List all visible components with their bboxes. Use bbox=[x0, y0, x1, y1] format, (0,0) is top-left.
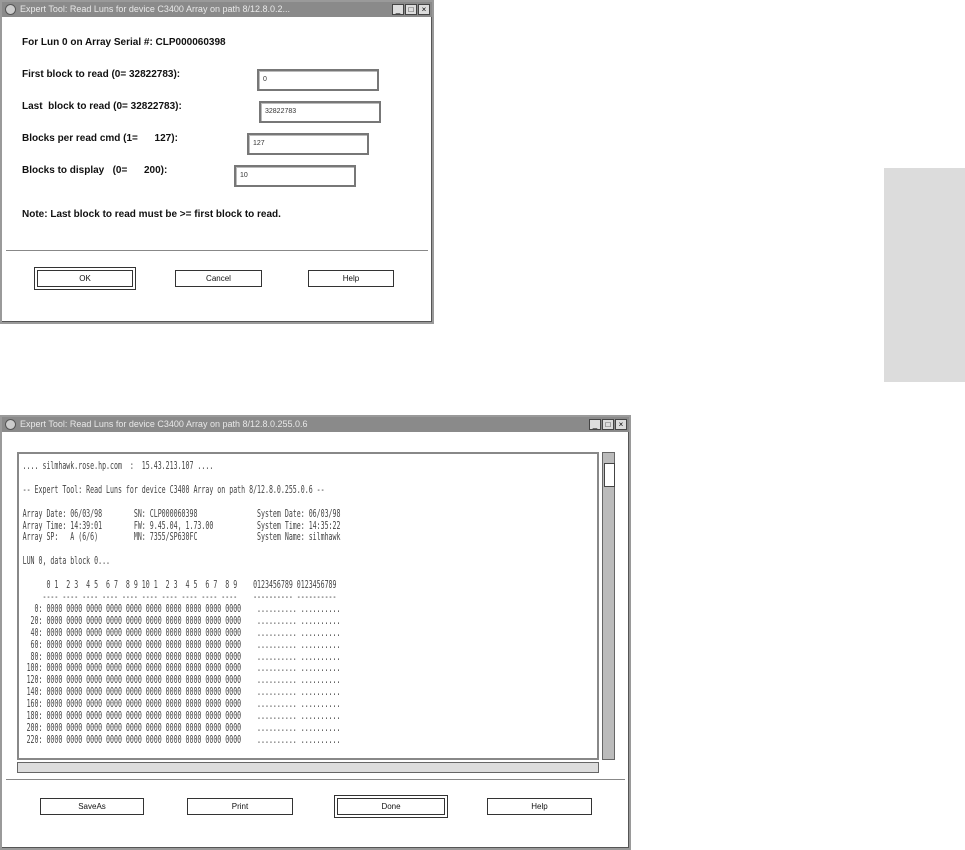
vertical-scrollbar[interactable] bbox=[602, 452, 615, 760]
output-line: 220: 0000 0000 0000 0000 0000 0000 0000 … bbox=[22, 732, 341, 746]
title-bar: Expert Tool: Read Luns for device C3400 … bbox=[2, 2, 432, 17]
app-icon bbox=[5, 419, 16, 430]
close-button[interactable]: × bbox=[615, 419, 627, 430]
maximize-button[interactable]: □ bbox=[602, 419, 614, 430]
title-bar: Expert Tool: Read Luns for device C3400 … bbox=[2, 417, 629, 432]
help-button[interactable]: Help bbox=[308, 270, 394, 287]
last-block-label: Last block to read (0= 32822783): bbox=[22, 101, 182, 112]
output-line bbox=[23, 496, 363, 508]
print-button[interactable]: Print bbox=[187, 798, 293, 815]
output-line: 160: 0000 0000 0000 0000 0000 0000 0000 … bbox=[22, 697, 341, 711]
output-text: .... silmhawk.rose.hp.com : 15.43.213.10… bbox=[19, 454, 366, 752]
output-line: 0 1 2 3 4 5 6 7 8 9 10 1 2 3 4 5 6 7 8 9… bbox=[22, 578, 337, 592]
output-line: 200: 0000 0000 0000 0000 0000 0000 0000 … bbox=[22, 720, 341, 734]
help-button[interactable]: Help bbox=[487, 798, 592, 815]
cancel-button[interactable]: Cancel bbox=[175, 270, 262, 287]
first-block-label: First block to read (0= 32822783): bbox=[22, 69, 181, 80]
output-line: 40: 0000 0000 0000 0000 0000 0000 0000 0… bbox=[22, 625, 341, 639]
output-line: .... silmhawk.rose.hp.com : 15.43.213.10… bbox=[22, 459, 214, 472]
output-line: 60: 0000 0000 0000 0000 0000 0000 0000 0… bbox=[22, 637, 341, 651]
saveas-button[interactable]: SaveAs bbox=[40, 798, 144, 815]
output-line: 120: 0000 0000 0000 0000 0000 0000 0000 … bbox=[22, 673, 341, 687]
done-button[interactable]: Done bbox=[334, 795, 448, 818]
divider bbox=[6, 779, 625, 780]
maximize-button[interactable]: □ bbox=[405, 4, 417, 15]
output-line: Array Date: 06/03/98 SN: CLP000060398 Sy… bbox=[22, 506, 341, 520]
minimize-button[interactable]: _ bbox=[589, 419, 601, 430]
close-button[interactable]: × bbox=[418, 4, 430, 15]
output-line: 0: 0000 0000 0000 0000 0000 0000 0000 00… bbox=[22, 601, 341, 615]
scroll-thumb[interactable] bbox=[604, 463, 615, 487]
output-text-area[interactable]: .... silmhawk.rose.hp.com : 15.43.213.10… bbox=[17, 452, 599, 760]
output-line: 80: 0000 0000 0000 0000 0000 0000 0000 0… bbox=[22, 649, 341, 663]
side-tab bbox=[884, 168, 965, 382]
read-luns-dialog: Expert Tool: Read Luns for device C3400 … bbox=[0, 0, 434, 324]
ok-button[interactable]: OK bbox=[34, 267, 136, 290]
app-icon bbox=[5, 4, 16, 15]
output-line: -- Expert Tool: Read Luns for device C34… bbox=[22, 482, 325, 496]
last-block-input[interactable]: 32822783 bbox=[259, 101, 381, 123]
window-title: Expert Tool: Read Luns for device C3400 … bbox=[20, 4, 291, 14]
heading: For Lun 0 on Array Serial #: CLP00006039… bbox=[22, 37, 226, 48]
output-line: Array Time: 14:39:01 FW: 9.45.04, 1.73.0… bbox=[22, 518, 341, 532]
blocks-per-read-label: Blocks per read cmd (1= 127): bbox=[22, 133, 178, 144]
output-line: Array SP: A (6/6) MN: 7355/SP630FC Syste… bbox=[22, 530, 341, 544]
horizontal-scrollbar[interactable] bbox=[17, 762, 599, 773]
blocks-per-read-input[interactable]: 127 bbox=[247, 133, 369, 155]
read-luns-output-window: Expert Tool: Read Luns for device C3400 … bbox=[0, 415, 631, 850]
divider bbox=[6, 250, 428, 251]
output-line: 180: 0000 0000 0000 0000 0000 0000 0000 … bbox=[22, 709, 341, 723]
output-line: 100: 0000 0000 0000 0000 0000 0000 0000 … bbox=[22, 661, 341, 675]
blocks-to-display-label: Blocks to display (0= 200): bbox=[22, 165, 168, 176]
minimize-button[interactable]: _ bbox=[392, 4, 404, 15]
output-line: 20: 0000 0000 0000 0000 0000 0000 0000 0… bbox=[22, 613, 341, 627]
note-text: Note: Last block to read must be >= firs… bbox=[22, 209, 281, 220]
blocks-to-display-input[interactable]: 10 bbox=[234, 165, 356, 187]
window-title: Expert Tool: Read Luns for device C3400 … bbox=[20, 419, 308, 429]
first-block-input[interactable]: 0 bbox=[257, 69, 379, 91]
output-line: LUN 0, data block 0... bbox=[22, 554, 111, 568]
output-line: 140: 0000 0000 0000 0000 0000 0000 0000 … bbox=[22, 685, 341, 699]
output-line: ---- ---- ---- ---- ---- ---- ---- ---- … bbox=[22, 589, 337, 603]
